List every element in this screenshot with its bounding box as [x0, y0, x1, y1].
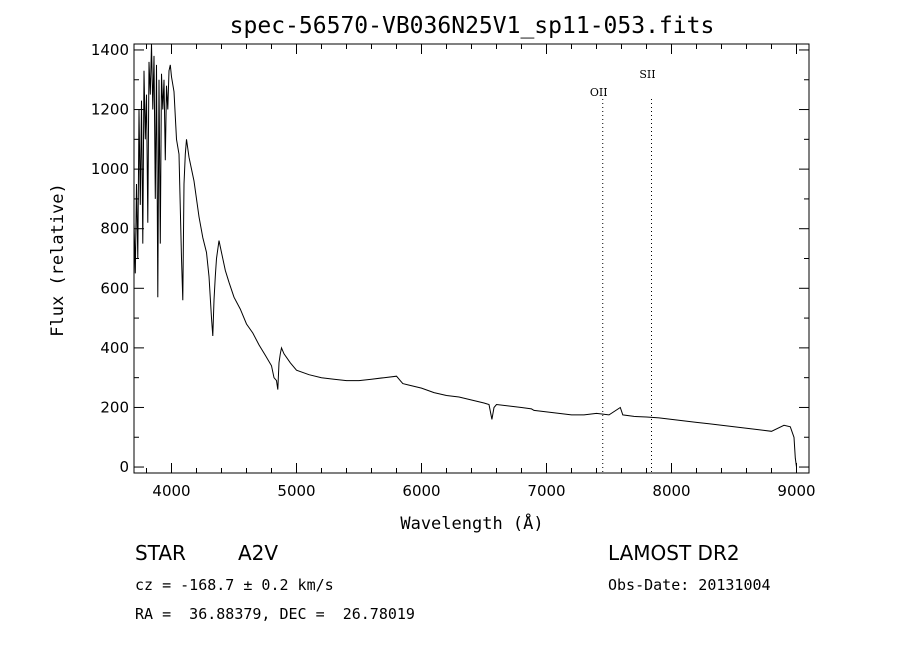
x-tick-label: 8000	[652, 482, 690, 500]
survey-name: LAMOST DR2	[608, 541, 740, 565]
ra-dec: RA = 36.88379, DEC = 26.78019	[135, 605, 415, 623]
object-type: STAR	[135, 541, 186, 565]
x-tick-label: 7000	[527, 482, 565, 500]
x-tick-label: 4000	[152, 482, 190, 500]
y-tick-label: 200	[100, 398, 129, 416]
y-tick-label: 400	[100, 339, 129, 357]
y-tick-label: 1400	[91, 41, 129, 59]
spectrum-line	[133, 43, 797, 468]
x-axis-label: Wavelength (Å)	[400, 512, 543, 534]
y-tick-label: 600	[100, 279, 129, 297]
annotation-label: SII	[639, 68, 655, 81]
x-tick-label: 5000	[277, 482, 315, 500]
y-ticks: 0 200 400 600 800 1000 1200 1400	[91, 41, 809, 476]
obs-date: Obs-Date: 20131004	[608, 576, 771, 594]
y-axis-label: Flux (relative)	[48, 183, 68, 337]
y-tick-label: 0	[119, 458, 129, 476]
y-tick-label: 1000	[91, 160, 129, 178]
annotation-label: OII	[590, 86, 608, 99]
annotations: OII SII	[590, 68, 656, 473]
plot-frame	[133, 43, 810, 474]
x-tick-label: 9000	[777, 482, 815, 500]
chart-title: spec-56570-VB036N25V1_sp11-053.fits	[230, 13, 715, 39]
cz-value: cz = -168.7 ± 0.2 km/s	[135, 576, 334, 594]
x-tick-label: 6000	[402, 482, 440, 500]
spectral-subclass: A2V	[238, 541, 279, 565]
x-ticks: 4000 5000 6000 7000 8000 9000	[146, 44, 816, 500]
y-tick-label: 1200	[91, 101, 129, 119]
y-tick-label: 800	[100, 220, 129, 238]
